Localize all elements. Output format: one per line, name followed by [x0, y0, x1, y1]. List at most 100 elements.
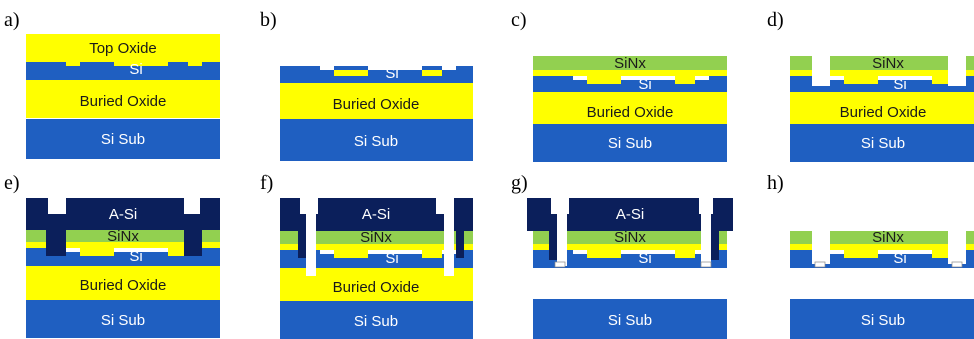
etched-opening — [948, 56, 966, 86]
sinx-label: SiNx — [107, 228, 139, 245]
si-sub-label: Si Sub — [608, 135, 652, 152]
trench — [701, 198, 711, 266]
si-sub-label: Si Sub — [608, 312, 652, 329]
release-hole — [814, 261, 826, 268]
si-sub-label: Si Sub — [354, 313, 398, 330]
panel-d: d) SiNx Si Buried Oxide Si Sub — [767, 9, 974, 162]
si-device-layer — [533, 76, 727, 92]
oxide-fill — [844, 250, 878, 258]
a-si-layer — [527, 198, 733, 231]
si-sub-label: Si Sub — [861, 312, 905, 329]
oxide-fill — [422, 70, 442, 76]
oxide-fill — [932, 76, 952, 84]
etched-opening — [812, 231, 830, 264]
a-si-sidewall — [456, 214, 464, 258]
a-si-label: A-Si — [362, 206, 390, 223]
si-device-layer — [790, 76, 974, 92]
trench — [444, 198, 454, 276]
si-sub-label: Si Sub — [861, 135, 905, 152]
top-oxide — [533, 244, 727, 250]
a-si-sidewall — [549, 214, 557, 260]
sinx-layer — [790, 231, 974, 244]
panel-b: b) Si Buried Oxide Si Sub — [260, 9, 473, 161]
panel-a-label: a) — [4, 9, 20, 31]
panel-b-label: b) — [260, 9, 277, 31]
panel-g-label: g) — [511, 172, 528, 194]
buried-oxide-label: Buried Oxide — [333, 96, 420, 113]
si-label: Si — [385, 65, 398, 82]
si-sub-label: Si Sub — [101, 312, 145, 329]
sinx-label: SiNx — [360, 229, 392, 246]
buried-oxide-label: Buried Oxide — [80, 93, 167, 110]
panel-h-label: h) — [767, 172, 784, 194]
oxide-fill — [675, 76, 695, 84]
panel-e: e) A-Si SiNx Si Buried Oxide Si Sub — [4, 172, 220, 338]
a-si-sidewall — [298, 214, 306, 258]
oxide-fill — [587, 76, 621, 84]
sinx-label: SiNx — [614, 229, 646, 246]
si-device-layer — [280, 66, 473, 83]
buried-oxide — [26, 266, 220, 300]
oxide-fill — [80, 248, 114, 256]
buried-oxide — [790, 92, 974, 124]
etched-opening — [948, 231, 966, 264]
si-sub-label: Si Sub — [101, 131, 145, 148]
si-label: Si — [385, 250, 398, 267]
si-substrate — [790, 124, 974, 162]
buried-oxide — [26, 80, 220, 118]
trench — [557, 198, 567, 266]
oxide-fill — [844, 76, 878, 84]
panel-f-label: f) — [260, 172, 273, 194]
sinx-label: SiNx — [872, 229, 904, 246]
si-label: Si — [893, 76, 906, 93]
trench — [306, 198, 316, 276]
oxide-fill — [422, 250, 442, 258]
oxide-fill — [675, 250, 695, 258]
buried-oxide-label: Buried Oxide — [840, 104, 927, 121]
si-label: Si — [129, 248, 142, 265]
buried-oxide — [280, 83, 473, 119]
sinx-label: SiNx — [614, 55, 646, 72]
si-label: Si — [638, 76, 651, 93]
release-hole — [554, 261, 566, 268]
top-oxide — [26, 242, 220, 248]
si-substrate — [280, 119, 473, 161]
si-label: Si — [638, 250, 651, 267]
buried-oxide-label: Buried Oxide — [80, 277, 167, 294]
si-substrate — [280, 301, 473, 339]
si-substrate — [533, 299, 727, 339]
si-device-layer — [26, 62, 220, 80]
buried-oxide — [533, 92, 727, 124]
si-substrate — [26, 300, 220, 338]
buried-oxide-label: Buried Oxide — [587, 104, 674, 121]
si-sub-label: Si Sub — [354, 133, 398, 150]
oxide-fill — [168, 248, 188, 256]
top-oxide — [280, 244, 473, 250]
panel-f: f) A-Si SiNx Si Buried Oxide Si Sub — [260, 172, 473, 339]
si-label: Si — [129, 61, 142, 78]
panel-g: g) A-Si SiNx Si Si Sub — [511, 172, 733, 339]
a-si-sidewall — [711, 214, 719, 260]
sinx-label: SiNx — [872, 55, 904, 72]
sinx-layer — [26, 230, 220, 242]
panel-e-label: e) — [4, 172, 20, 194]
sinx-layer — [533, 231, 727, 244]
top-oxide — [26, 34, 220, 66]
si-substrate — [26, 119, 220, 159]
a-si-layer — [26, 198, 220, 256]
oxide-fill — [932, 250, 952, 258]
oxide-fill — [334, 70, 368, 76]
top-oxide — [790, 70, 974, 76]
a-si-label: A-Si — [616, 206, 644, 223]
top-oxide-label: Top Oxide — [89, 40, 157, 57]
panel-c: c) SiNx Si Buried Oxide Si Sub — [511, 9, 727, 162]
buried-oxide-label: Buried Oxide — [333, 279, 420, 296]
release-hole — [951, 261, 963, 268]
oxide-fill — [587, 250, 621, 258]
panel-d-label: d) — [767, 9, 784, 31]
oxide-fill — [334, 250, 368, 258]
top-oxide — [533, 70, 727, 76]
sinx-layer — [280, 231, 473, 244]
panel-c-label: c) — [511, 9, 527, 31]
